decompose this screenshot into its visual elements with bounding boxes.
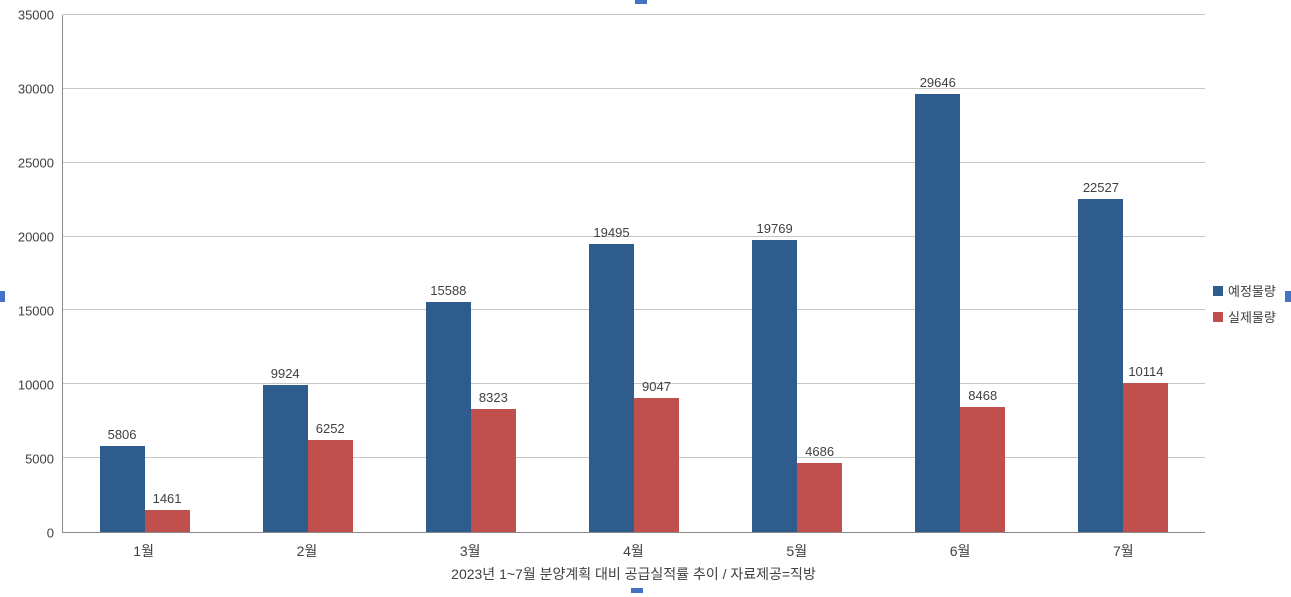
x-tick-label: 1월 <box>133 543 154 559</box>
bar-실제물량-5월: 4686 <box>797 444 843 532</box>
x-tick-label: 3월 <box>459 543 481 559</box>
selection-handle-top <box>635 0 647 4</box>
bar-group-5월: 19769 4686 <box>716 15 879 532</box>
y-tick-label: 30000 <box>17 81 54 97</box>
selection-handle-bottom <box>631 588 643 593</box>
x-tick-label: 5월 <box>786 543 808 559</box>
x-axis: 1월 2월 3월 4월 5월 6월 7월 <box>62 541 1205 561</box>
bar-예정물량-4월: 19495 <box>588 225 634 532</box>
bar-실제물량-2월: 6252 <box>307 421 353 532</box>
bar-value-label: 6252 <box>315 420 345 436</box>
gridline <box>63 161 1205 163</box>
gridline <box>63 87 1205 89</box>
y-tick-label: 15000 <box>17 303 54 319</box>
bar-value-label: 8323 <box>478 390 508 406</box>
bar-group-7월: 22527 10114 <box>1042 15 1205 532</box>
gridline <box>63 235 1205 237</box>
y-tick-label: 0 <box>46 525 54 541</box>
legend-item-실제물량: 실제물량 <box>1213 307 1276 326</box>
bar-실제물량-7월: 10114 <box>1123 364 1169 532</box>
bar-예정물량-7월: 22527 <box>1078 180 1124 532</box>
bar-실제물량-3월: 8323 <box>470 390 516 532</box>
bar-group-1월: 5806 1461 <box>63 15 226 532</box>
bar-group-6월: 29646 8468 <box>879 15 1042 532</box>
y-tick-label: 20000 <box>17 229 54 245</box>
bar-value-label: 19495 <box>593 225 630 241</box>
bar-value-label: 15588 <box>430 282 467 298</box>
bar-value-label: 9047 <box>642 379 671 395</box>
legend-swatch <box>1213 285 1223 296</box>
x-tick-label: 7월 <box>1112 543 1134 559</box>
bar-예정물량-3월: 15588 <box>425 283 471 532</box>
bar-group-3월: 15588 8323 <box>389 15 552 532</box>
y-tick-label: 25000 <box>17 155 54 171</box>
legend-swatch <box>1213 311 1223 322</box>
bar-value-label: 5806 <box>107 427 137 443</box>
bar-value-label: 19769 <box>756 220 793 236</box>
plot-area: 5806 1461 9924 6252 15588 8323 19495 9047 19769 4… <box>62 14 1205 533</box>
y-tick-label: 35000 <box>17 7 54 23</box>
gridline <box>63 383 1205 385</box>
x-tick-label: 2월 <box>296 543 318 559</box>
bar-value-label: 1461 <box>152 491 182 507</box>
bar-예정물량-1월: 5806 <box>99 427 145 532</box>
x-tick-label: 4월 <box>623 543 644 559</box>
gridline <box>63 309 1205 311</box>
legend-label: 예정물량 <box>1228 284 1276 299</box>
gridline <box>63 14 1205 15</box>
selection-handle-right <box>1285 291 1291 302</box>
y-tick-label: 5000 <box>25 451 54 467</box>
bar-value-label: 9924 <box>270 366 300 382</box>
bar-value-label: 29646 <box>919 75 956 91</box>
bar-group-2월: 9924 6252 <box>226 15 389 532</box>
legend-label: 실제물량 <box>1228 310 1276 325</box>
bar-실제물량-1월: 1461 <box>144 491 190 532</box>
bar-실제물량-6월: 8468 <box>960 388 1006 532</box>
bar-value-label: 22527 <box>1082 180 1119 196</box>
y-axis: 0 5000 10000 15000 20000 25000 30000 35000 <box>0 9 54 540</box>
bars-layer: 5806 1461 9924 6252 15588 8323 19495 9047 19769 4… <box>63 15 1205 532</box>
selection-handle-left <box>0 291 5 302</box>
bar-group-4월: 19495 9047 <box>552 15 715 532</box>
bar-예정물량-2월: 9924 <box>262 366 308 532</box>
x-tick-label: 6월 <box>949 543 971 559</box>
bar-실제물량-4월: 9047 <box>633 379 679 532</box>
bar-예정물량-5월: 19769 <box>752 221 798 532</box>
legend-item-예정물량: 예정물량 <box>1213 281 1276 300</box>
bar-value-label: 4686 <box>805 443 835 459</box>
bar-예정물량-6월: 29646 <box>915 75 961 532</box>
chart-caption: 2023년 1~7월 분양계획 대비 공급실적률 추이 / 자료제공=직방 <box>451 566 816 582</box>
bar-value-label: 10114 <box>1128 363 1164 379</box>
y-tick-label: 10000 <box>17 377 54 393</box>
bar-value-label: 8468 <box>968 387 998 403</box>
